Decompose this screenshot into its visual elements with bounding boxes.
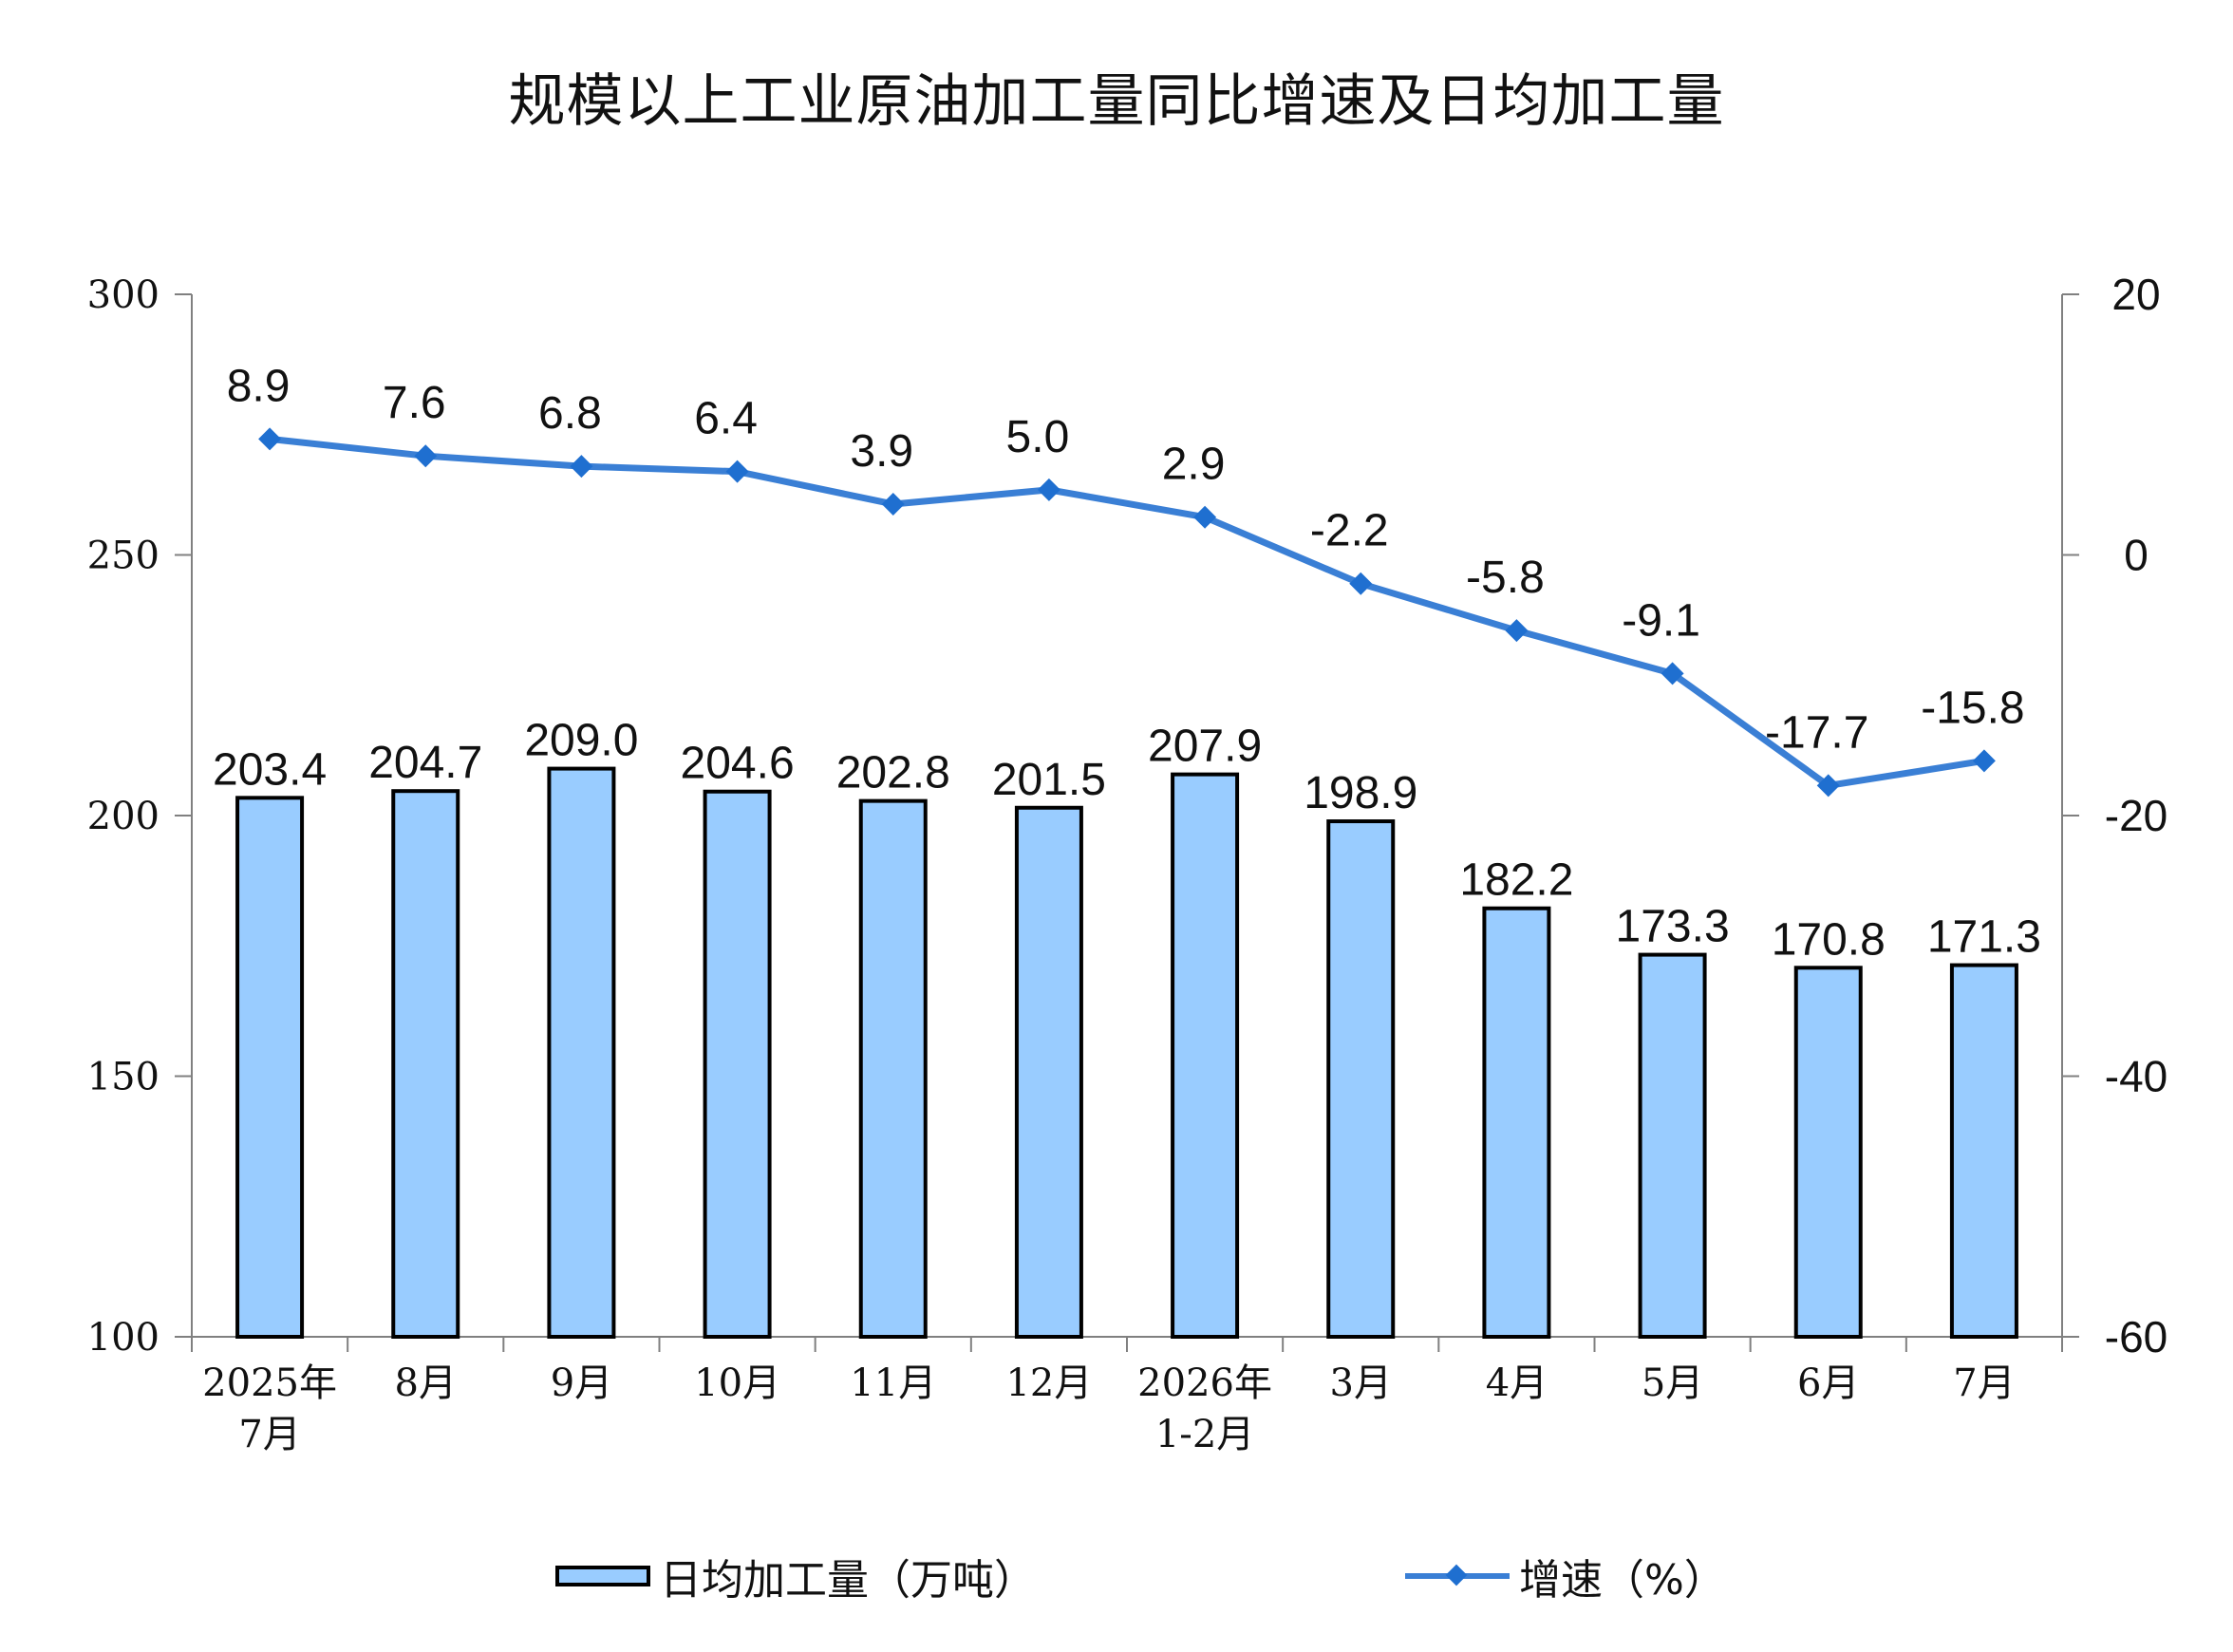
bar bbox=[1326, 819, 1396, 1339]
x-tick-label: 2026年 bbox=[1137, 1361, 1272, 1405]
right-tick-label: -60 bbox=[2105, 1312, 2167, 1361]
line-marker bbox=[725, 460, 749, 483]
bar-data-label: 207.9 bbox=[1148, 722, 1262, 772]
bar bbox=[1482, 906, 1551, 1339]
left-tick-label: 250 bbox=[87, 535, 160, 578]
x-tick-label: 3月 bbox=[1330, 1361, 1392, 1405]
line-marker bbox=[258, 427, 282, 451]
bar bbox=[391, 789, 460, 1339]
line-marker bbox=[881, 492, 905, 516]
line-marker bbox=[1349, 572, 1373, 595]
bar-data-label: 209.0 bbox=[524, 716, 638, 766]
x-tick-label: 7月 bbox=[238, 1413, 300, 1456]
bar-data-label: 201.5 bbox=[992, 755, 1106, 805]
x-tick-label: 9月 bbox=[551, 1361, 612, 1405]
right-tick-label: -20 bbox=[2105, 791, 2167, 840]
line-data-label: 8.9 bbox=[227, 361, 291, 411]
bar-data-label: 173.3 bbox=[1616, 902, 1730, 952]
bar bbox=[1171, 772, 1240, 1339]
x-tick-label: 10月 bbox=[694, 1361, 780, 1405]
bar-data-label: 204.6 bbox=[681, 739, 795, 789]
legend-line-swatch bbox=[1405, 1564, 1510, 1586]
bar bbox=[858, 798, 928, 1339]
x-tick-label: 1-2月 bbox=[1155, 1413, 1254, 1456]
line-data-label: 6.8 bbox=[538, 388, 602, 439]
x-tick-label: 2025年 bbox=[202, 1361, 337, 1405]
bar bbox=[235, 796, 305, 1339]
line-data-label: -9.1 bbox=[1622, 595, 1700, 646]
bar bbox=[1949, 963, 2018, 1339]
bar-data-label: 203.4 bbox=[213, 744, 327, 795]
x-tick-label: 4月 bbox=[1486, 1361, 1548, 1405]
line-marker bbox=[570, 455, 593, 479]
line-data-label: -2.2 bbox=[1310, 506, 1389, 556]
left-tick-label: 300 bbox=[87, 273, 160, 317]
line-data-label: 2.9 bbox=[1162, 440, 1226, 490]
bar-data-label: 198.9 bbox=[1304, 768, 1417, 818]
line-data-label: -15.8 bbox=[1921, 683, 2024, 733]
line-marker bbox=[1661, 662, 1684, 685]
right-tick-label: 0 bbox=[2124, 531, 2149, 580]
x-tick-label: 7月 bbox=[1953, 1361, 2015, 1405]
legend-bar-label: 日均加工量（万吨） bbox=[660, 1556, 1036, 1605]
bar bbox=[703, 789, 772, 1339]
bar bbox=[1793, 966, 1863, 1339]
legend-item-bar: 日均加工量（万吨） bbox=[555, 1538, 1036, 1614]
line-data-label: 3.9 bbox=[850, 426, 913, 477]
bar bbox=[1014, 805, 1083, 1339]
line-marker bbox=[1037, 478, 1060, 501]
x-tick-label: 5月 bbox=[1642, 1361, 1703, 1405]
line-data-label: 5.0 bbox=[1006, 412, 1070, 462]
bar bbox=[547, 766, 616, 1339]
x-tick-label: 12月 bbox=[1005, 1361, 1092, 1405]
line-marker bbox=[1972, 749, 1996, 773]
legend-bar-swatch bbox=[555, 1566, 650, 1586]
line-data-label: 7.6 bbox=[383, 378, 446, 428]
left-tick-label: 100 bbox=[87, 1316, 160, 1360]
x-tick-label: 6月 bbox=[1797, 1361, 1859, 1405]
bar bbox=[1638, 952, 1707, 1339]
legend-line-label: 增速（%） bbox=[1519, 1556, 1726, 1605]
growth-line bbox=[269, 435, 1985, 789]
left-tick-label: 150 bbox=[87, 1056, 160, 1099]
line-marker bbox=[1505, 619, 1529, 643]
line-marker bbox=[1816, 774, 1840, 798]
legend: 日均加工量（万吨） 增速（%） bbox=[0, 1538, 2233, 1614]
bar-data-label: 170.8 bbox=[1772, 914, 1886, 965]
bar-data-label: 182.2 bbox=[1459, 855, 1573, 906]
right-tick-label: 20 bbox=[2111, 270, 2160, 319]
right-tick-label: -40 bbox=[2105, 1052, 2167, 1101]
x-tick-label: 8月 bbox=[395, 1361, 457, 1405]
left-tick-label: 200 bbox=[87, 795, 160, 838]
bar-data-label: 171.3 bbox=[1927, 912, 2041, 963]
line-data-label: -5.8 bbox=[1466, 553, 1545, 603]
chart-title: 规模以上工业原油加工量同比增速及日均加工量 bbox=[508, 68, 1725, 135]
line-data-label: -17.7 bbox=[1765, 707, 1868, 758]
legend-item-line: 增速（%） bbox=[1405, 1538, 1726, 1614]
line-data-label: 6.4 bbox=[694, 394, 758, 444]
bar-data-label: 204.7 bbox=[368, 738, 482, 788]
line-marker bbox=[1193, 505, 1217, 529]
bar-data-label: 202.8 bbox=[836, 748, 950, 798]
x-tick-label: 11月 bbox=[850, 1361, 936, 1405]
line-marker bbox=[414, 444, 438, 468]
